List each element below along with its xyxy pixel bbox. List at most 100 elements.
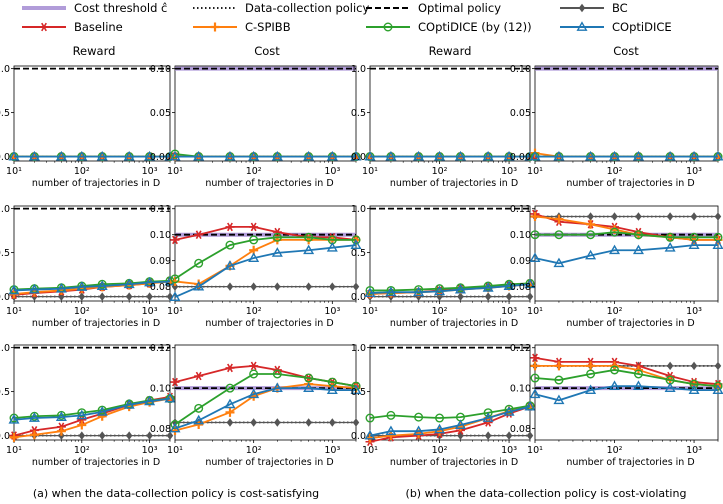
point-coptidice12-1 bbox=[386, 410, 396, 420]
panel-frame bbox=[369, 205, 531, 302]
legend-item-coptidice: COptiDICE bbox=[560, 20, 672, 34]
xtick-label: 10² bbox=[607, 445, 623, 456]
legend-label-bc: BC bbox=[612, 1, 628, 15]
point-coptidice-4 bbox=[96, 150, 108, 161]
ytick-label: 0.10 bbox=[510, 64, 531, 75]
point-cspibb-1 bbox=[386, 431, 396, 441]
legend-marker-baseline bbox=[39, 22, 49, 32]
xtick-label: 10³ bbox=[142, 306, 158, 317]
column-title-0: Reward bbox=[73, 44, 116, 58]
x-axis-label: number of trajectories in D bbox=[32, 457, 160, 468]
point-coptidice-0 bbox=[529, 252, 541, 262]
series-coptidice bbox=[364, 150, 536, 161]
point-bc-6 bbox=[505, 292, 513, 301]
point-coptidice12-4 bbox=[633, 230, 643, 240]
ytick-label: 0.09 bbox=[150, 256, 171, 267]
point-bc-6 bbox=[329, 418, 336, 427]
xtick-label: 10³ bbox=[324, 166, 340, 177]
point-coptidice-3 bbox=[434, 150, 446, 161]
point-coptidice-1 bbox=[385, 425, 397, 436]
point-coptidice-6 bbox=[326, 241, 338, 252]
series-line-coptidice bbox=[174, 387, 356, 430]
xtick-label: 10³ bbox=[501, 445, 517, 456]
point-coptidice12-5 bbox=[665, 232, 675, 242]
ytick-label: 0.08 bbox=[510, 282, 531, 293]
point-bc-6 bbox=[690, 361, 698, 371]
x-axis-label: number of trajectories in D bbox=[32, 178, 160, 189]
point-cspibb-2 bbox=[56, 426, 66, 436]
point-cspibb-3 bbox=[77, 420, 87, 430]
point-coptidice-0 bbox=[364, 429, 376, 440]
point-coptidice-2 bbox=[55, 150, 67, 161]
xtick-label: 10³ bbox=[142, 445, 158, 456]
point-baseline-2 bbox=[225, 363, 235, 373]
point-coptidice12-3 bbox=[77, 408, 87, 418]
point-coptidice12-2 bbox=[414, 285, 424, 295]
point-bc-3 bbox=[78, 292, 86, 301]
point-coptidice-0 bbox=[8, 414, 20, 424]
point-coptidice-1 bbox=[385, 286, 397, 297]
point-bc-5 bbox=[305, 282, 312, 291]
point-coptidice-5 bbox=[303, 382, 315, 393]
series-line-coptidice bbox=[534, 385, 718, 402]
ytick-label: 0.0 bbox=[0, 292, 10, 303]
legend-marker-cspibb bbox=[210, 22, 220, 32]
point-coptidice-6 bbox=[144, 276, 156, 287]
point-coptidice-6 bbox=[144, 395, 156, 406]
point-coptidice12-4 bbox=[272, 369, 282, 379]
panel-frame bbox=[369, 344, 531, 441]
point-coptidice12-6 bbox=[504, 404, 514, 414]
series-line-coptidice bbox=[369, 283, 531, 294]
point-coptidice-4 bbox=[632, 150, 644, 161]
ytick-label: 0.5 bbox=[351, 387, 366, 398]
point-coptidice-4 bbox=[454, 283, 466, 294]
ytick-label: 0.11 bbox=[150, 204, 171, 215]
point-coptidice-0 bbox=[169, 150, 181, 161]
point-coptidice-7 bbox=[350, 239, 362, 249]
ytick-label: 0.0 bbox=[351, 431, 366, 442]
point-coptidice-6 bbox=[688, 239, 700, 249]
point-bc-3 bbox=[250, 418, 257, 427]
point-coptidice-7 bbox=[524, 400, 536, 411]
point-coptidice-6 bbox=[503, 280, 515, 290]
caption-b: (b) when the data-collection policy is c… bbox=[406, 487, 687, 500]
series-coptidice bbox=[8, 275, 176, 295]
series-coptidice bbox=[529, 150, 723, 161]
xtick-label: 10² bbox=[432, 306, 448, 317]
legend-item-optimal: Optimal policy bbox=[366, 1, 501, 15]
series-baseline bbox=[170, 222, 361, 245]
panel-frame bbox=[534, 65, 719, 162]
point-bc-6 bbox=[146, 292, 153, 301]
point-bc-3 bbox=[611, 212, 618, 221]
point-coptidice-4 bbox=[632, 380, 644, 391]
point-coptidice-4 bbox=[96, 280, 108, 290]
point-coptidice-6 bbox=[503, 150, 515, 161]
x-axis-label: number of trajectories in D bbox=[390, 457, 518, 468]
point-coptidice-5 bbox=[482, 282, 494, 292]
ytick-label: 0.00 bbox=[510, 152, 531, 163]
legend-item-cspibb: C-SPIBB bbox=[193, 20, 291, 34]
point-cspibb-1 bbox=[194, 419, 204, 429]
point-bc-6 bbox=[329, 282, 336, 291]
ytick-label: 1.0 bbox=[0, 204, 10, 215]
xtick-label: 10² bbox=[74, 445, 90, 456]
xtick-label: 10¹ bbox=[527, 306, 543, 317]
xtick-label: 10¹ bbox=[527, 445, 543, 456]
point-coptidice-7 bbox=[350, 384, 362, 395]
point-coptidice-0 bbox=[529, 388, 541, 399]
point-bc-5 bbox=[666, 212, 674, 221]
point-coptidice-7 bbox=[712, 239, 723, 249]
point-coptidice-3 bbox=[609, 244, 621, 255]
point-coptidice12-0 bbox=[365, 285, 375, 295]
point-bc-3 bbox=[250, 282, 257, 291]
xtick-label: 10¹ bbox=[362, 445, 378, 456]
point-coptidice-3 bbox=[248, 150, 260, 161]
point-cspibb-1 bbox=[554, 361, 564, 371]
point-baseline-0 bbox=[170, 377, 180, 387]
point-coptidice-1 bbox=[193, 280, 205, 291]
point-coptidice-4 bbox=[632, 244, 644, 255]
point-coptidice-5 bbox=[303, 244, 315, 255]
panel-frame bbox=[13, 65, 171, 162]
point-coptidice-3 bbox=[76, 409, 88, 420]
